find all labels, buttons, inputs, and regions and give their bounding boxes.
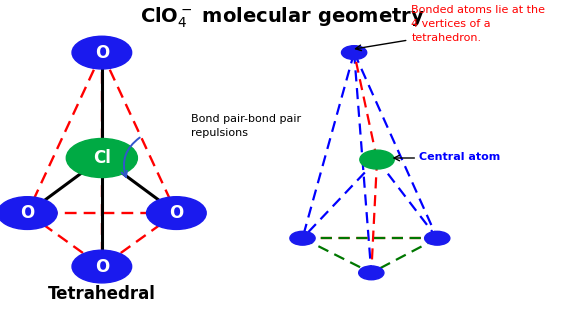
Text: ClO$_4^-$ molecular geometry: ClO$_4^-$ molecular geometry [140, 5, 425, 30]
Text: Tetrahedral: Tetrahedral [48, 285, 156, 303]
Circle shape [360, 150, 394, 169]
Text: O: O [95, 258, 109, 276]
Text: Central atom: Central atom [419, 152, 500, 162]
Text: Cl: Cl [93, 149, 111, 167]
Circle shape [359, 266, 384, 280]
Circle shape [424, 231, 450, 245]
Circle shape [66, 138, 137, 178]
Text: O: O [95, 44, 109, 62]
Text: O: O [20, 204, 35, 222]
Circle shape [0, 197, 57, 229]
Circle shape [342, 46, 367, 59]
Circle shape [147, 197, 206, 229]
Circle shape [290, 231, 315, 245]
Text: Bond pair-bond pair
repulsions: Bond pair-bond pair repulsions [191, 114, 301, 138]
Text: Bonded atoms lie at the
4 vertices of a
tetrahedron.: Bonded atoms lie at the 4 vertices of a … [411, 5, 545, 43]
Circle shape [72, 36, 131, 69]
Circle shape [72, 250, 131, 283]
Text: O: O [169, 204, 184, 222]
